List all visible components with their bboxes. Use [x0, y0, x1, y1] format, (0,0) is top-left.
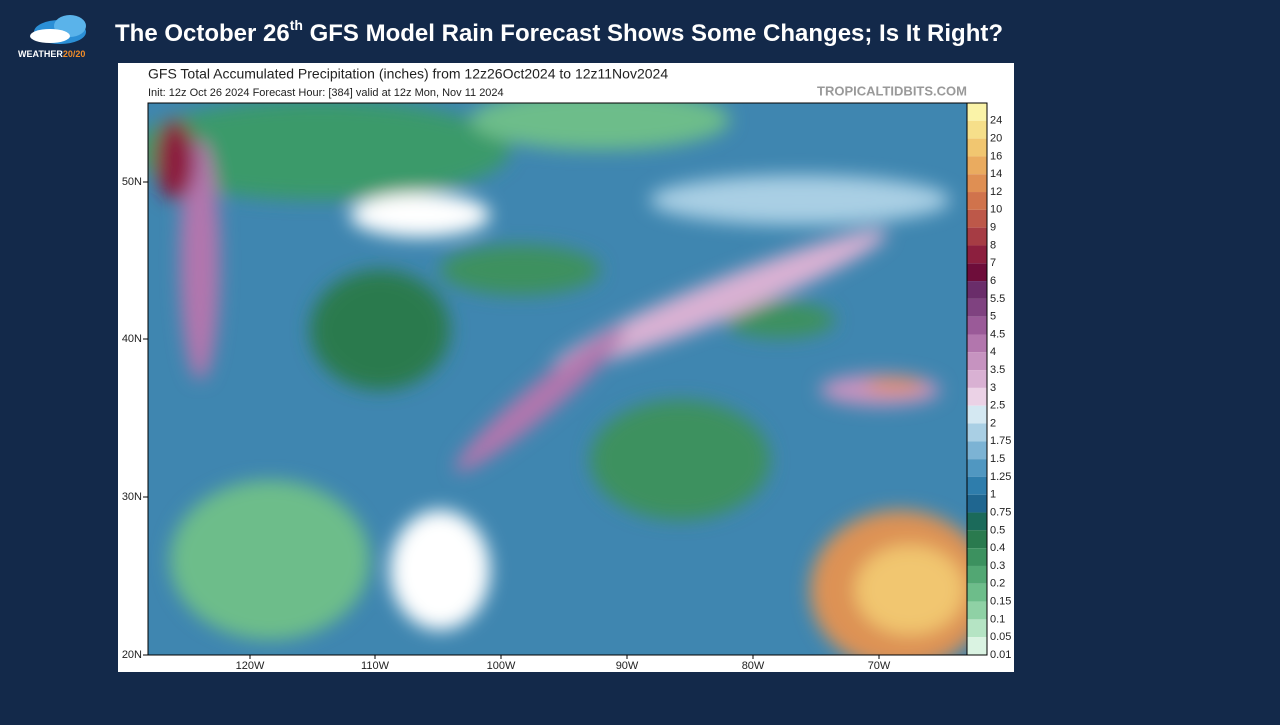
lon-label: 80W [742, 660, 765, 672]
logo-text: WEATHER20/20 [18, 49, 85, 59]
colorbar-swatch [967, 565, 987, 584]
colorbar-swatch [967, 619, 987, 638]
colorbar-swatch [967, 459, 987, 477]
colorbar-label: 0.75 [990, 506, 1011, 518]
colorbar-swatch [967, 227, 987, 246]
colorbar-label: 2 [990, 417, 996, 429]
colorbar-label: 24 [990, 115, 1002, 127]
colorbar-swatch [967, 405, 987, 424]
colorbar-swatch [967, 334, 987, 353]
map-subtitle: Init: 12z Oct 26 2024 Forecast Hour: [38… [148, 87, 504, 99]
colorbar-swatch [967, 103, 987, 121]
lon-label: 110W [361, 660, 390, 672]
colorbar-label: 0.5 [990, 524, 1005, 536]
lon-label: 120W [236, 660, 265, 672]
colorbar-swatch [967, 494, 987, 513]
slide-title: The October 26th GFS Model Rain Forecast… [115, 17, 1003, 48]
colorbar-swatch [967, 120, 987, 139]
map-axes: 50N 40N 30N 20N 120W 110W 100W 90W 80W 70W [122, 176, 891, 672]
colorbar-label: 1.5 [990, 453, 1005, 465]
lon-label: 100W [487, 660, 516, 672]
colorbar-swatch [967, 316, 987, 335]
colorbar: 24 20 16 14 12 10 9 8 7 6 5.5 5 4.5 4 3.5 3 2.5 2 1.75 1.5 1… [966, 102, 1011, 661]
colorbar-label: 0.3 [990, 560, 1005, 572]
map-title: GFS Total Accumulated Precipitation (inc… [148, 66, 668, 82]
lat-label: 50N [122, 176, 142, 188]
colorbar-label: 0.1 [990, 613, 1005, 625]
colorbar-label: 4.5 [990, 328, 1005, 340]
credit: TROPICALTIDBITS.COM [817, 83, 967, 98]
logo: WEATHER20/20 [18, 15, 86, 59]
colorbar-label: 3 [990, 382, 996, 394]
colorbar-label: 14 [990, 168, 1002, 180]
colorbar-label: 9 [990, 222, 996, 234]
colorbar-swatch [967, 601, 987, 620]
colorbar-swatch [967, 387, 987, 406]
colorbar-swatch [967, 138, 987, 157]
colorbar-swatch [967, 281, 987, 299]
colorbar-swatch [967, 476, 987, 495]
colorbar-label: 6 [990, 275, 996, 287]
lat-label: 30N [122, 491, 142, 503]
colorbar-swatch [967, 441, 987, 460]
colorbar-swatch [967, 512, 987, 531]
colorbar-swatch [967, 548, 987, 566]
colorbar-swatch [967, 370, 987, 388]
colorbar-swatch [967, 530, 987, 549]
colorbar-swatch [967, 263, 987, 282]
colorbar-label: 10 [990, 204, 1002, 216]
colorbar-label: 2.5 [990, 400, 1005, 412]
colorbar-swatch [967, 298, 987, 317]
colorbar-label: 1 [990, 489, 996, 501]
lat-label: 40N [122, 333, 142, 345]
precipitation-map [148, 103, 967, 655]
colorbar-swatch [967, 174, 987, 193]
colorbar-label: 0.05 [990, 631, 1011, 643]
colorbar-label: 0.01 [990, 649, 1011, 661]
colorbar-frame [966, 102, 988, 656]
colorbar-swatch [967, 637, 987, 655]
colorbar-label: 8 [990, 239, 996, 251]
colorbar-label: 7 [990, 257, 996, 269]
lat-label: 20N [122, 649, 142, 661]
colorbar-swatch [967, 156, 987, 175]
colorbar-label: 0.2 [990, 578, 1005, 590]
lon-label: 90W [616, 660, 639, 672]
colorbar-swatch [967, 423, 987, 442]
colorbar-label: 16 [990, 150, 1002, 162]
colorbar-label: 1.75 [990, 435, 1011, 447]
colorbar-label: 0.4 [990, 542, 1005, 554]
colorbar-swatch [967, 583, 987, 602]
colorbar-label: 5 [990, 311, 996, 323]
lon-label: 70W [868, 660, 891, 672]
colorbar-label: 0.15 [990, 595, 1011, 607]
colorbar-label: 12 [990, 186, 1002, 198]
colorbar-label: 4 [990, 346, 996, 358]
colorbar-label: 1.25 [990, 471, 1011, 483]
colorbar-label: 3.5 [990, 364, 1005, 376]
colorbar-swatch [967, 209, 987, 228]
colorbar-label: 5.5 [990, 293, 1005, 305]
colorbar-swatch [967, 245, 987, 264]
colorbar-swatch [967, 352, 987, 371]
colorbar-label: 20 [990, 133, 1002, 145]
colorbar-swatch [967, 192, 987, 210]
